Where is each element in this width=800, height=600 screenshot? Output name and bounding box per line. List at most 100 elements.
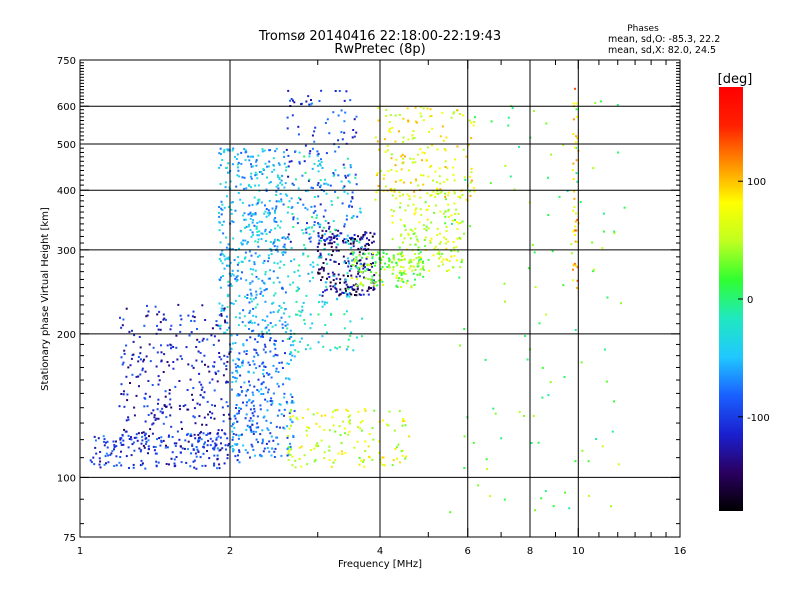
data-point (351, 259, 354, 262)
data-point (145, 443, 147, 445)
data-point (290, 160, 293, 163)
data-point (489, 182, 492, 185)
data-point (352, 129, 355, 131)
data-point (240, 241, 243, 244)
data-point (603, 348, 606, 351)
data-point (216, 458, 219, 461)
data-point (127, 446, 130, 449)
data-point (287, 89, 290, 92)
data-point (312, 265, 315, 268)
data-point (263, 259, 266, 262)
data-point (156, 351, 159, 354)
data-point (576, 180, 579, 183)
data-point (297, 269, 300, 272)
data-point (408, 261, 411, 264)
data-point (347, 286, 350, 289)
data-point (226, 405, 229, 408)
data-point (324, 414, 327, 417)
data-point (368, 286, 370, 289)
data-point (349, 166, 352, 169)
data-point (194, 452, 197, 455)
data-point (364, 277, 367, 280)
data-point (450, 250, 453, 252)
data-point (330, 288, 333, 291)
data-point (172, 367, 175, 370)
data-point (325, 230, 328, 233)
data-point (465, 155, 468, 158)
data-point (417, 262, 420, 265)
data-point (221, 262, 224, 265)
data-point (342, 186, 345, 189)
data-point (251, 419, 254, 422)
data-point (341, 420, 344, 423)
data-point (322, 291, 325, 294)
data-point (147, 414, 150, 416)
data-point (576, 240, 579, 243)
data-point (405, 282, 408, 285)
data-point (103, 444, 106, 447)
data-point (127, 416, 130, 419)
data-point (271, 402, 274, 405)
data-point (511, 107, 514, 110)
data-point (200, 383, 203, 386)
data-point (470, 167, 473, 170)
data-point (339, 288, 342, 291)
data-point (258, 220, 261, 223)
data-point (238, 461, 241, 464)
data-point (464, 178, 467, 181)
data-point (255, 160, 258, 163)
data-point (120, 450, 122, 453)
data-point (570, 243, 573, 246)
data-point (107, 454, 110, 457)
data-point (436, 181, 438, 184)
data-point (575, 172, 578, 175)
data-point (399, 202, 402, 205)
data-point (285, 169, 287, 172)
data-point (465, 198, 468, 201)
data-point (353, 251, 356, 254)
data-point (221, 224, 224, 226)
data-point (413, 283, 416, 286)
data-point (128, 330, 131, 333)
data-point (436, 148, 439, 151)
data-point (342, 292, 345, 294)
data-point (418, 221, 421, 224)
data-point (400, 234, 402, 237)
data-point (381, 463, 384, 466)
data-point (371, 275, 374, 278)
data-point (367, 293, 370, 296)
data-point (249, 212, 252, 215)
data-point (392, 210, 395, 213)
data-point (351, 288, 354, 290)
data-point (253, 261, 256, 263)
data-point (360, 236, 363, 239)
data-point (273, 220, 276, 223)
data-point (232, 422, 235, 425)
data-point (357, 266, 360, 269)
data-point (380, 268, 382, 271)
data-point (279, 403, 282, 406)
data-point (312, 276, 314, 279)
data-point (424, 201, 427, 204)
data-point (193, 416, 196, 419)
data-point (322, 262, 325, 264)
data-point (533, 110, 535, 113)
data-point (161, 407, 164, 410)
data-point (322, 226, 325, 229)
data-point (457, 212, 460, 215)
data-point (307, 179, 310, 182)
data-point (333, 284, 336, 287)
data-point (263, 212, 266, 215)
data-point (307, 272, 310, 275)
data-point (424, 236, 427, 239)
data-point (236, 394, 239, 397)
data-point (338, 346, 341, 349)
data-point (249, 408, 252, 411)
data-point (166, 344, 169, 347)
data-point (249, 297, 252, 300)
data-point (448, 260, 451, 262)
data-point (403, 237, 406, 240)
data-point (366, 237, 368, 240)
data-point (295, 290, 298, 293)
data-point (241, 433, 243, 436)
